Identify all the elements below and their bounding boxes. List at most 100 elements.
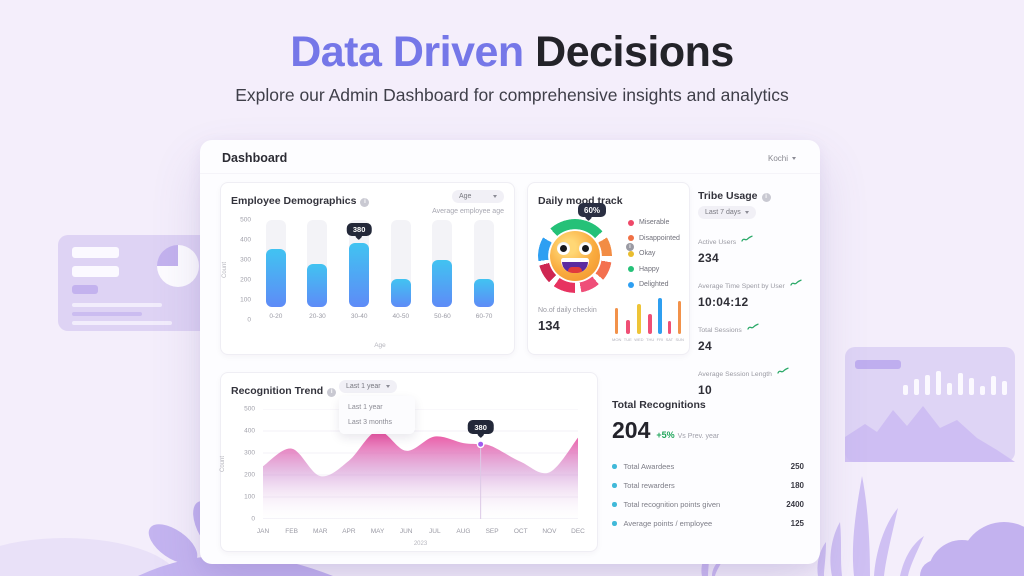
emoji-eye	[557, 242, 570, 255]
recognition-stat-row: Average points / employee 125	[612, 514, 804, 533]
y-axis-title: Count	[220, 455, 227, 473]
tribe-metric-label: Average Time Spent by User	[698, 283, 785, 290]
decorative-grass	[817, 476, 1024, 576]
y-tick-label: 300	[244, 449, 255, 457]
info-icon[interactable]: i	[327, 388, 337, 397]
dashboard-title: Dashboard	[222, 151, 288, 165]
trend-tooltip: 380	[467, 420, 494, 435]
checkin-bar	[677, 301, 682, 334]
bar-column: 60-70	[465, 220, 503, 320]
stat-label: Total recognition points given	[623, 500, 721, 509]
legend-dot	[628, 250, 634, 257]
mood-legend-item: Miserable	[628, 219, 680, 226]
bar-fill[interactable]	[390, 279, 411, 307]
age-bar-chart: 0-20 20-30 380 30-40 40-50 50-60 60-70	[255, 220, 505, 320]
employee-demographics-panel: Employee Demographics i Age Average emplo…	[220, 182, 515, 355]
time-range-dropdown[interactable]: Last 7 days	[698, 206, 756, 219]
bar-category-label: 50-60	[434, 313, 451, 320]
page-subtitle: Explore our Admin Dashboard for comprehe…	[235, 85, 789, 105]
month-label: MAR	[313, 528, 328, 535]
legend-label: Okay	[639, 250, 656, 257]
y-tick-label: 400	[240, 236, 251, 244]
happy-emoji-icon	[550, 231, 600, 281]
panel-title: Total Recognitions	[612, 399, 706, 411]
bar-fill[interactable]	[265, 249, 286, 307]
bar-category-label: 0-20	[269, 313, 283, 320]
mood-legend-item: Happy	[628, 266, 680, 273]
tribe-metric-label-row: Total Sessions	[698, 318, 814, 337]
stat-bullet	[612, 464, 617, 469]
checkin-day-label: WED	[634, 337, 644, 342]
total-recognitions-panel: Total Recognitions 204 +5% Vs Prev. year…	[612, 395, 804, 528]
age-filter-dropdown[interactable]: Age	[452, 190, 504, 203]
period-filter-dropdown[interactable]: Last 1 year	[339, 380, 397, 393]
bar-fill[interactable]	[474, 279, 495, 307]
y-tick-label: 300	[240, 256, 251, 264]
checkin-bar-column: FRI	[657, 298, 663, 342]
checkin-day-label: SAT	[665, 337, 674, 342]
menu-option-last-1-year[interactable]: Last 1 year	[348, 404, 383, 411]
decorative-bar	[72, 266, 119, 277]
x-axis-year-label: 2023	[413, 541, 428, 547]
panel-title: Tribe Usage	[698, 190, 758, 202]
stat-label: Total rewarders	[623, 481, 675, 490]
stat-bullet	[612, 502, 617, 507]
delta-caption: Vs Prev. year	[677, 433, 720, 440]
trend-up-icon	[790, 274, 802, 292]
checkin-bar-column: WED	[634, 304, 644, 342]
tribe-metric-label-row: Average Time Spent by User	[698, 274, 814, 293]
month-label: MAY	[370, 528, 385, 535]
tribe-metric-value: 10:04:12	[698, 295, 749, 309]
checkin-day-label: SUN	[675, 337, 684, 342]
dashboard-header: Dashboard Kochi	[200, 140, 820, 174]
tribe-metrics-list: Active Users 234 Average Time Spent by Use…	[698, 230, 814, 406]
title-accent: Data Driven	[290, 28, 524, 76]
info-icon[interactable]: i	[360, 198, 370, 207]
month-label: DEC	[571, 528, 585, 535]
info-icon[interactable]: i	[761, 193, 771, 202]
chevron-down-icon	[792, 157, 796, 161]
period-dropdown-menu: Last 1 year Last 3 months	[339, 396, 415, 434]
bar-track	[432, 220, 453, 307]
page-title: Data Driven Decisions	[0, 28, 1024, 77]
bar-fill[interactable]	[432, 260, 453, 307]
time-range-value: Last 7 days	[705, 209, 741, 216]
bar-track	[474, 220, 495, 307]
checkin-day-label: TUE	[623, 337, 632, 342]
bar-category-label: 20-30	[309, 313, 326, 320]
stat-value: 125	[790, 519, 804, 528]
month-label: AUG	[456, 528, 471, 535]
stat-bullet	[612, 521, 617, 526]
bar-tooltip: 380	[346, 223, 372, 236]
month-label: OCT	[513, 528, 528, 535]
legend-label: Miserable	[639, 219, 670, 226]
bar-fill[interactable]	[307, 264, 328, 307]
emoji-eye	[579, 242, 592, 255]
stat-label: Average points / employee	[623, 519, 713, 528]
bar-column: 20-30	[298, 220, 336, 320]
average-age-caption: Average employee age	[432, 208, 504, 215]
panel-title: Recognition Trend	[231, 385, 324, 397]
legend-dot	[628, 281, 634, 288]
title-rest: Decisions	[523, 28, 734, 76]
month-label: SEP	[485, 528, 499, 535]
mood-legend-item: Disappointed	[628, 235, 680, 242]
checkin-bar-column: MON	[612, 308, 621, 342]
y-tick-label: 100	[244, 493, 255, 501]
location-selector[interactable]: Kochi	[768, 154, 796, 163]
legend-dot	[628, 266, 634, 272]
month-label: JUL	[429, 528, 441, 535]
checkin-bar	[626, 320, 630, 334]
y-tick-label: 0	[251, 515, 255, 523]
month-label: JUN	[399, 528, 413, 535]
checkin-caption: No.of daily checkin	[538, 307, 597, 314]
bar-column: 50-60	[423, 220, 461, 320]
bar-category-label: 30-40	[350, 313, 368, 320]
bar-fill[interactable]	[349, 243, 370, 307]
checkin-bar-column: THU	[646, 314, 654, 342]
checkin-bar	[614, 308, 619, 334]
decorative-line	[72, 303, 162, 307]
age-filter-value: Age	[459, 193, 472, 200]
mood-legend-item: Delighted	[628, 281, 680, 288]
menu-option-last-3-months[interactable]: Last 3 months	[348, 419, 392, 426]
